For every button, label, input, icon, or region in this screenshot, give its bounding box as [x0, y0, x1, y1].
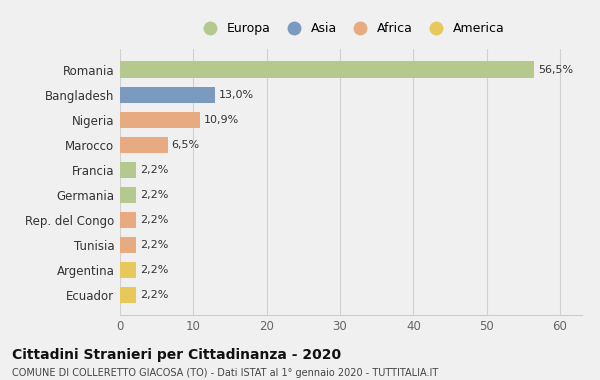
- Text: 10,9%: 10,9%: [203, 115, 239, 125]
- Text: 2,2%: 2,2%: [140, 215, 168, 225]
- Bar: [120, 187, 136, 203]
- Text: 13,0%: 13,0%: [219, 90, 254, 100]
- Text: 2,2%: 2,2%: [140, 190, 168, 200]
- Legend: Europa, Asia, Africa, America: Europa, Asia, Africa, America: [193, 18, 509, 39]
- Bar: [120, 287, 136, 303]
- Text: Cittadini Stranieri per Cittadinanza - 2020: Cittadini Stranieri per Cittadinanza - 2…: [12, 348, 341, 362]
- Bar: [120, 212, 136, 228]
- Bar: [120, 87, 215, 103]
- Text: 2,2%: 2,2%: [140, 265, 168, 275]
- Bar: [120, 112, 200, 128]
- Bar: [120, 62, 535, 78]
- Text: COMUNE DI COLLERETTO GIACOSA (TO) - Dati ISTAT al 1° gennaio 2020 - TUTTITALIA.I: COMUNE DI COLLERETTO GIACOSA (TO) - Dati…: [12, 368, 438, 378]
- Text: 2,2%: 2,2%: [140, 240, 168, 250]
- Bar: [120, 237, 136, 253]
- Bar: [120, 137, 167, 153]
- Text: 2,2%: 2,2%: [140, 290, 168, 300]
- Text: 2,2%: 2,2%: [140, 165, 168, 175]
- Bar: [120, 162, 136, 178]
- Text: 56,5%: 56,5%: [538, 65, 573, 74]
- Bar: [120, 262, 136, 278]
- Text: 6,5%: 6,5%: [172, 140, 199, 150]
